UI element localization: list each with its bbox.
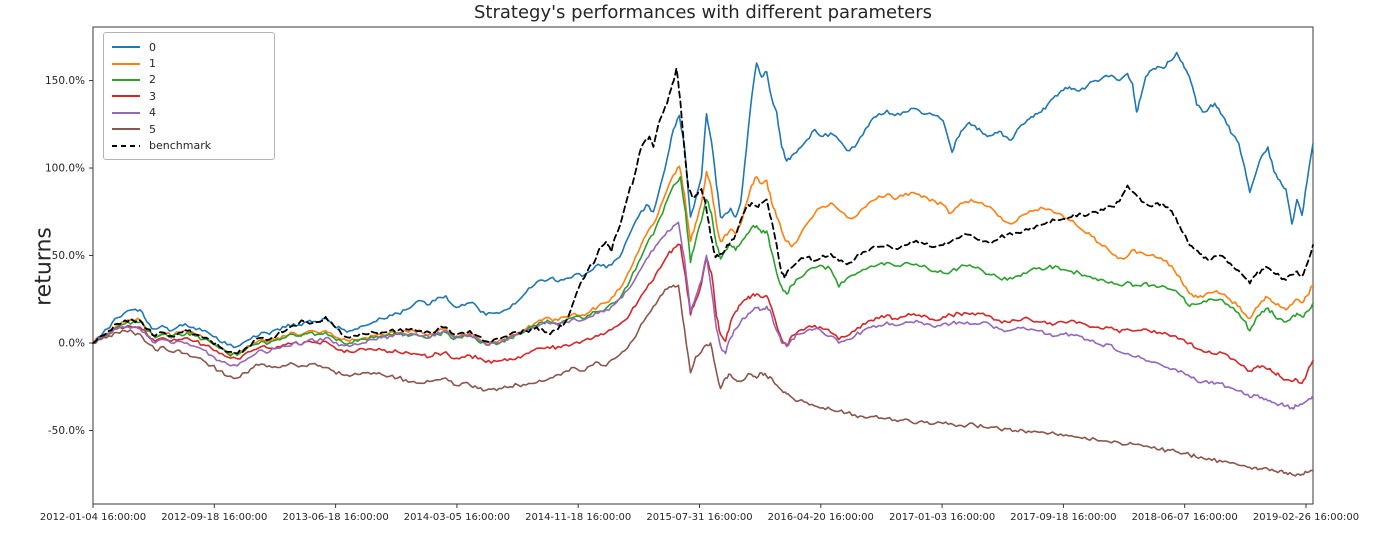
- legend-item-0: 0: [112, 39, 264, 55]
- legend-item-benchmark: benchmark: [112, 137, 264, 153]
- legend-label: 3: [149, 89, 156, 103]
- legend-label: 2: [149, 73, 156, 87]
- series-line-4: [92, 221, 1314, 410]
- x-tick-label: 2018-06-07 16:00:00: [1132, 512, 1238, 523]
- legend-swatch-0: [112, 46, 140, 49]
- legend-swatch-2: [112, 78, 140, 81]
- y-tick-label: 150.0%: [45, 75, 85, 87]
- legend-label: 5: [149, 122, 156, 136]
- x-tick-label: 2019-02-26 16:00:00: [1253, 512, 1359, 523]
- y-tick-label: 50.0%: [52, 250, 85, 262]
- legend-label: benchmark: [149, 139, 212, 153]
- legend-swatch-5: [112, 128, 140, 131]
- x-tick-label: 2016-04-20 16:00:00: [768, 512, 874, 523]
- legend-item-4: 4: [112, 105, 264, 121]
- chart-title: Strategy's performances with different p…: [473, 2, 933, 23]
- legend-swatch-4: [112, 111, 140, 114]
- y-tick-label: 100.0%: [45, 163, 85, 175]
- x-tick-label: 2017-09-18 16:00:00: [1010, 512, 1116, 523]
- series-line-5: [92, 284, 1314, 477]
- legend-item-2: 2: [112, 72, 264, 88]
- legend-item-3: 3: [112, 88, 264, 104]
- legend-label: 1: [149, 57, 156, 71]
- x-tick-label: 2014-03-05 16:00:00: [404, 512, 510, 523]
- x-tick-label: 2017-01-03 16:00:00: [889, 512, 995, 523]
- x-tick-label: 2015-07-31 16:00:00: [646, 512, 752, 523]
- legend-swatch-benchmark: [112, 144, 140, 147]
- axes-spines: [92, 26, 1314, 505]
- legend-swatch-3: [112, 95, 140, 98]
- series-line-benchmark: [92, 67, 1314, 355]
- legend-label: 0: [149, 40, 156, 54]
- series-line-2: [92, 176, 1314, 357]
- x-tick-label: 2012-01-04 16:00:00: [40, 512, 146, 523]
- x-tick-label: 2012-09-18 16:00:00: [161, 512, 267, 523]
- series-line-3: [92, 243, 1314, 385]
- legend-item-5: 5: [112, 121, 264, 137]
- series-line-1: [92, 165, 1314, 356]
- series-line-0: [92, 51, 1314, 349]
- legend-swatch-1: [112, 62, 140, 65]
- legend-label: 4: [149, 106, 156, 120]
- y-tick-label: -50.0%: [48, 425, 85, 437]
- y-tick-label: 0.0%: [58, 338, 85, 350]
- legend-item-1: 1: [112, 55, 264, 71]
- x-tick-label: 2014-11-18 16:00:00: [525, 512, 631, 523]
- legend: 0 1 2 3 4 5 benchmark: [103, 32, 275, 160]
- x-tick-label: 2013-06-18 16:00:00: [282, 512, 388, 523]
